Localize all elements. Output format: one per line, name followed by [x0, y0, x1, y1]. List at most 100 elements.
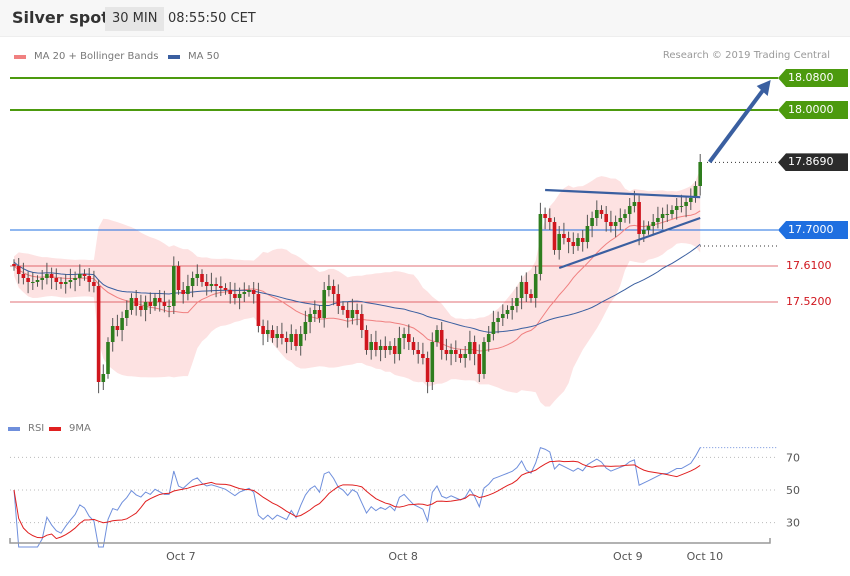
instrument-title: Silver spot [12, 8, 109, 27]
candle [176, 266, 181, 290]
candle [590, 218, 594, 226]
candle [505, 310, 510, 314]
date-tick-label: Oct 7 [166, 550, 196, 563]
legend-label: 9MA [69, 423, 91, 434]
candle [40, 278, 44, 280]
candle [529, 294, 533, 298]
candle [369, 342, 373, 350]
candle [313, 310, 317, 314]
candle [162, 302, 167, 306]
candle [435, 330, 439, 342]
candle [78, 274, 82, 278]
candle [698, 162, 702, 186]
candle [604, 214, 608, 222]
candle [284, 338, 289, 342]
candle [388, 346, 392, 350]
candle [364, 330, 369, 350]
candle [656, 218, 660, 222]
legend-label: MA 50 [188, 51, 220, 62]
candle [477, 354, 482, 374]
candle [576, 238, 580, 246]
candle [571, 242, 576, 246]
candle [693, 186, 698, 198]
candle [275, 334, 279, 338]
candle [402, 334, 406, 338]
candle [195, 274, 200, 278]
candle [200, 274, 204, 282]
candle [665, 214, 670, 215]
candle [134, 298, 138, 306]
candle [646, 226, 651, 230]
candle [327, 286, 331, 290]
candle [31, 282, 35, 283]
candle [350, 310, 355, 318]
legend-rsi: RSI [8, 423, 44, 434]
ma50-line [13, 243, 701, 333]
chart-header: Silver spot 30 MIN 08:55:50 CET [0, 0, 850, 37]
legend-bollinger: MA 20 + Bollinger Bands [14, 51, 158, 62]
candle [16, 266, 21, 274]
candle [468, 342, 472, 354]
candle [355, 310, 359, 314]
candle [341, 306, 345, 310]
candle [223, 288, 228, 290]
candle [139, 306, 143, 310]
legend-swatch [14, 54, 26, 59]
timeframe-button[interactable]: 30 MIN [105, 7, 165, 31]
candle [510, 306, 514, 310]
candle [45, 274, 49, 278]
candle [261, 326, 265, 334]
candle [317, 310, 322, 318]
candle [548, 218, 552, 222]
candle [562, 234, 566, 238]
candle [21, 274, 26, 278]
bollinger-band [14, 169, 701, 407]
candle [383, 346, 388, 350]
candle [204, 282, 209, 286]
candle [421, 354, 425, 358]
candle [143, 302, 148, 310]
candle [378, 346, 383, 350]
candle [392, 346, 397, 354]
candle [674, 206, 679, 210]
candle [397, 338, 402, 354]
candle [345, 310, 350, 318]
candle [233, 294, 237, 298]
candle [444, 350, 449, 354]
candle [660, 214, 665, 218]
candle [651, 222, 655, 226]
candle [463, 354, 467, 358]
candle [454, 350, 458, 354]
candle [322, 290, 326, 318]
candle [595, 210, 599, 218]
candle [157, 298, 162, 302]
candle [96, 286, 101, 382]
candle [515, 298, 519, 306]
candle [360, 314, 364, 330]
credit-text: Research © 2019 Trading Central [662, 50, 830, 61]
level-label-target: 18.0800 [778, 69, 848, 87]
candle [533, 274, 538, 298]
candle [214, 284, 218, 286]
candle [449, 350, 453, 354]
time-axis [9, 538, 771, 544]
candle [153, 298, 157, 306]
candle [491, 322, 496, 334]
candle [125, 310, 129, 318]
candle [411, 342, 416, 350]
rsi-tick-label: 70 [786, 451, 800, 464]
candle [82, 274, 87, 276]
trendline [545, 188, 701, 199]
candle [101, 374, 106, 382]
candle [148, 302, 153, 306]
candle [256, 294, 261, 326]
candle [519, 282, 524, 298]
candle [580, 238, 585, 242]
trendline [558, 216, 701, 270]
candle [331, 286, 336, 294]
candle [228, 290, 232, 294]
candle [439, 330, 444, 350]
candle [115, 326, 120, 330]
candle [186, 286, 190, 294]
